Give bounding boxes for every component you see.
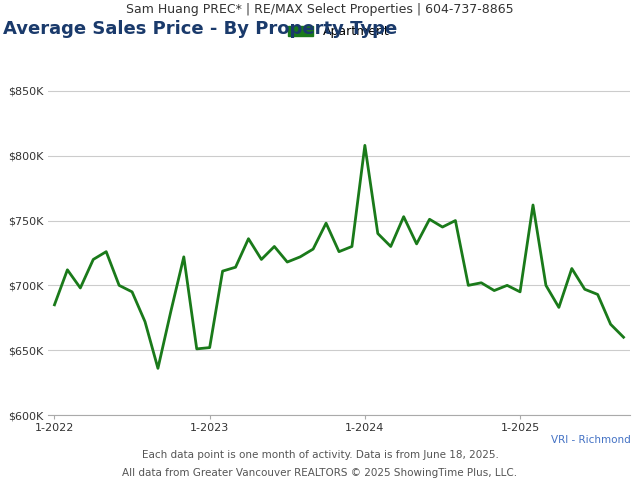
- Text: Each data point is one month of activity. Data is from June 18, 2025.: Each data point is one month of activity…: [141, 450, 499, 460]
- Text: VRI - Richmond: VRI - Richmond: [550, 435, 630, 445]
- Text: Average Sales Price - By Property Type: Average Sales Price - By Property Type: [3, 20, 397, 38]
- Text: Sam Huang PREC* | RE/MAX Select Properties | 604-737-8865: Sam Huang PREC* | RE/MAX Select Properti…: [126, 2, 514, 15]
- Text: All data from Greater Vancouver REALTORS © 2025 ShowingTime Plus, LLC.: All data from Greater Vancouver REALTORS…: [122, 468, 518, 478]
- Legend: Apartment: Apartment: [288, 25, 390, 38]
